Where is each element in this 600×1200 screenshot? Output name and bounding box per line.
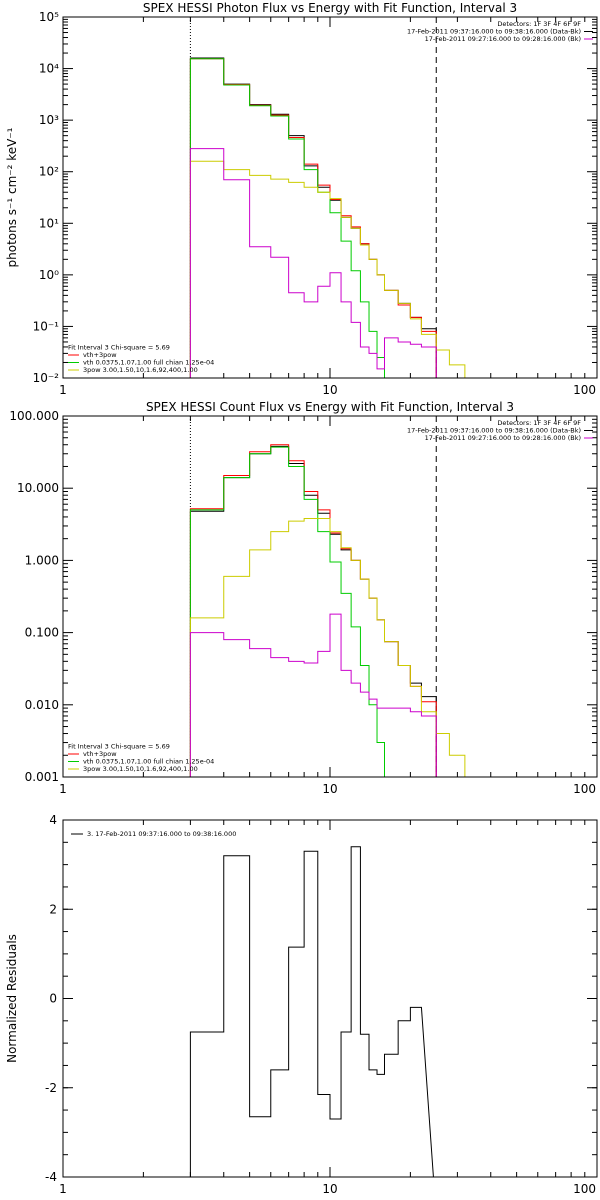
photon-flux-panel: SPEX HESSI Photon Flux vs Energy with Fi… [5, 1, 598, 397]
x-tick-label: 10 [322, 782, 337, 796]
y-tick-label: 100.000 [9, 409, 59, 423]
series-line-0 [189, 445, 437, 777]
legend-entry: vth 0.0375,1.07,1.00 full chian 1.25e-04 [83, 359, 214, 367]
series-line-1 [189, 444, 437, 777]
legend-entry: Fit Interval 3 Chi-square = 5.69 [68, 344, 170, 352]
series-line-4 [189, 148, 437, 378]
chart-title: SPEX HESSI Photon Flux vs Energy with Fi… [143, 1, 517, 15]
y-tick-label: 10⁴ [39, 62, 59, 76]
y-axis-label: photons s⁻¹ cm⁻² keV⁻¹ [5, 127, 19, 267]
y-tick-label: 0.100 [25, 626, 59, 640]
y-tick-label: 10² [39, 165, 59, 179]
x-tick-label: 100 [573, 383, 596, 397]
legend-entry: Fit Interval 3 Chi-square = 5.69 [68, 743, 170, 751]
series-line-3 [189, 518, 480, 777]
chart-title: SPEX HESSI Count Flux vs Energy with Fit… [146, 400, 514, 414]
y-tick-label: -2 [45, 1081, 57, 1095]
x-tick-label: 10 [322, 383, 337, 397]
y-tick-label: -4 [45, 1170, 57, 1184]
header-line: Detectors: 1F 3F 4F 6F 9F [497, 20, 581, 28]
series-line-2 [189, 58, 385, 378]
legend-entry: vth+3pow [83, 750, 117, 758]
y-tick-label: 10¹ [39, 216, 59, 230]
header-line: Detectors: 1F 3F 4F 6F 9F [497, 419, 581, 427]
y-tick-label: 2 [49, 902, 57, 916]
y-tick-label: 0.010 [25, 698, 59, 712]
series-group [189, 846, 434, 1177]
x-tick-label: 10 [322, 1182, 337, 1196]
plot-frame [62, 819, 598, 1178]
x-tick-label: 1 [59, 782, 67, 796]
legend-entry: vth+3pow [83, 351, 117, 359]
legend-entry: 3. 17-Feb-2011 09:37:16.000 to 09:38:16.… [87, 830, 236, 838]
legend-entry: vth 0.0375,1.07,1.00 full chian 1.25e-04 [83, 758, 214, 766]
y-tick-label: 0 [49, 992, 57, 1006]
y-tick-label: 10⁰ [39, 268, 59, 282]
plot-frame [62, 415, 598, 778]
y-tick-label: 10⁵ [39, 10, 59, 24]
legend-entry: 3pow 3.00,1.50,10,1.6,92,400,1.00 [83, 366, 198, 374]
series-line-0 [189, 57, 437, 378]
legend-entry: 3pow 3.00,1.50,10,1.6,92,400,1.00 [83, 765, 198, 773]
y-tick-label: 10⁻² [33, 371, 60, 385]
residuals-panel: 1 10 100 -4 -2 0 2 4 Normalized Residuals 3. 17-F… [5, 813, 598, 1196]
x-tick-label: 100 [573, 782, 596, 796]
header-line: 17-Feb-2011 09:27:16.000 to 09:28:16.000… [425, 35, 581, 43]
y-tick-label: 0.001 [25, 770, 59, 784]
header-line: 17-Feb-2011 09:27:16.000 to 09:28:16.000… [425, 434, 581, 442]
series-line-2 [189, 446, 393, 777]
series-group [189, 57, 480, 378]
header-line: 17-Feb-2011 09:37:16.000 to 09:38:16.000… [407, 28, 581, 36]
series-line-0 [189, 846, 434, 1177]
y-tick-label: 10³ [39, 113, 59, 127]
series-line-1 [189, 58, 437, 378]
series-line-3 [189, 160, 480, 378]
y-tick-label: 10.000 [17, 481, 59, 495]
header-line: 17-Feb-2011 09:37:16.000 to 09:38:16.000… [407, 427, 581, 435]
series-line-4 [189, 613, 437, 777]
x-tick-label: 100 [573, 1182, 596, 1196]
y-tick-label: 10⁻¹ [33, 319, 60, 333]
x-tick-label: 1 [59, 1182, 67, 1196]
plot-frame [62, 16, 598, 379]
y-tick-label: 4 [49, 813, 57, 827]
x-tick-label: 1 [59, 383, 67, 397]
y-tick-label: 1.000 [25, 553, 59, 567]
count-flux-panel: SPEX HESSI Count Flux vs Energy with Fit… [9, 400, 598, 796]
series-group [189, 444, 480, 777]
y-axis-label: Normalized Residuals [5, 934, 19, 1063]
